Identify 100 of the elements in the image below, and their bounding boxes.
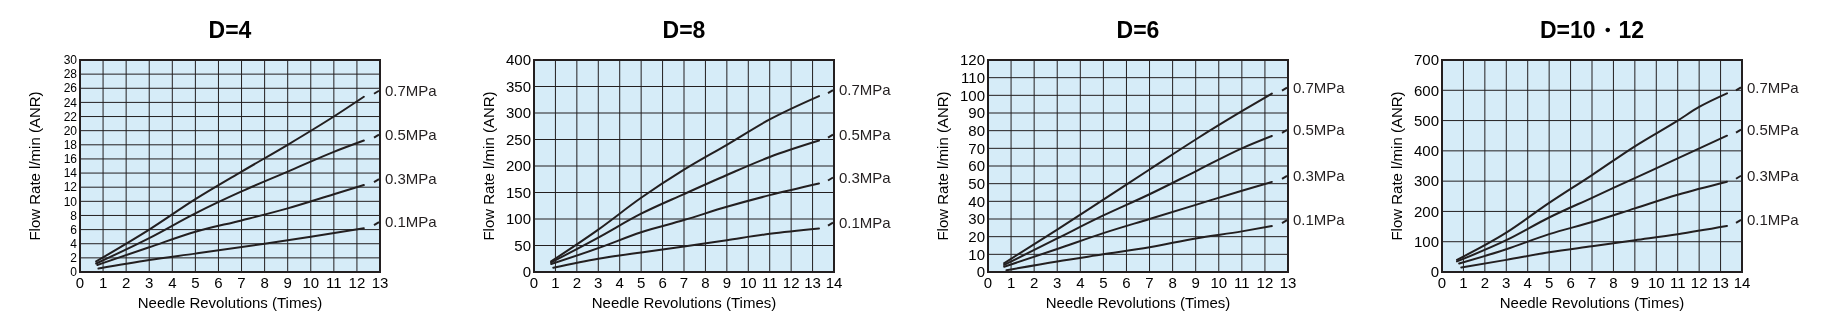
x-tick-label: 9 (283, 274, 292, 291)
y-tick-label: 200 (505, 157, 531, 175)
x-tick-label: 13 (371, 274, 389, 291)
y-tick-label: 10 (63, 194, 78, 209)
x-tick-label: 10 (1210, 274, 1228, 291)
x-tick-label: 3 (145, 274, 154, 291)
y-tick-label: 400 (1413, 142, 1439, 160)
x-tick-label: 7 (237, 274, 246, 291)
x-tick-label: 4 (1076, 274, 1085, 291)
x-tick-label: 6 (658, 274, 667, 291)
y-tick-label: 2 (70, 251, 78, 266)
x-tick-label: 1 (551, 274, 560, 291)
y-tick-label: 50 (968, 174, 985, 192)
x-tick-label: 4 (615, 274, 624, 291)
y-axis-title: Flow Rate l/min (ANR) (1388, 91, 1405, 241)
x-tick-label: 6 (214, 274, 223, 291)
x-tick-label: 10 (1647, 274, 1665, 291)
legend-label: 0.1MPa (839, 213, 892, 231)
y-tick-label: 22 (63, 109, 78, 124)
x-tick-label: 12 (348, 274, 366, 291)
y-tick-label: 18 (63, 138, 78, 152)
legend-label: 0.5MPa (839, 125, 892, 143)
chart-title: D=8 (662, 17, 706, 43)
x-tick-label: 13 (804, 274, 821, 291)
y-tick-label: 110 (961, 68, 985, 86)
legend-label: 0.1MPa (1293, 211, 1346, 229)
y-tick-label: 600 (1413, 81, 1439, 99)
x-tick-label: 1 (98, 274, 108, 291)
chart-title: D=4 (208, 17, 252, 43)
legend-label: 0.5MPa (1293, 121, 1346, 139)
legend-label: 0.3MPa (1747, 167, 1800, 184)
x-tick-label: 11 (1234, 274, 1250, 291)
y-tick-label: 500 (1413, 111, 1439, 129)
x-axis-title: Needle Revolutions (Times) (1045, 294, 1231, 311)
x-tick-label: 8 (260, 274, 269, 291)
y-tick-label: 70 (968, 139, 985, 157)
x-tick-label: 11 (1669, 274, 1686, 291)
y-tick-label: 12 (63, 180, 78, 195)
y-tick-label: 14 (63, 166, 78, 181)
y-axis-title: Flow Rate l/min (ANR) (26, 91, 43, 241)
x-tick-label: 11 (326, 274, 342, 291)
x-tick-label: 12 (1690, 274, 1708, 291)
y-tick-label: 120 (959, 51, 985, 69)
x-tick-label: 4 (1523, 274, 1532, 291)
y-tick-label: 20 (968, 227, 985, 245)
x-tick-label: 14 (825, 274, 843, 291)
x-axis-title: Needle Revolutions (Times) (591, 294, 777, 311)
x-axis-title: Needle Revolutions (Times) (1499, 294, 1685, 311)
legend-label: 0.3MPa (1293, 167, 1346, 185)
legend-label: 0.7MPa (1293, 78, 1346, 96)
legend-label: 0.1MPa (1747, 211, 1800, 229)
y-tick-label: 80 (968, 121, 985, 139)
x-tick-label: 3 (1502, 274, 1511, 291)
x-tick-label: 12 (782, 274, 800, 291)
y-tick-label: 4 (70, 236, 78, 251)
x-tick-label: 5 (636, 274, 646, 291)
x-tick-label: 3 (1053, 274, 1062, 291)
x-tick-label: 9 (1191, 274, 1200, 291)
x-tick-label: 10 (739, 274, 757, 291)
y-tick-label: 100 (505, 210, 531, 228)
y-tick-label: 300 (505, 104, 531, 122)
x-tick-label: 9 (722, 274, 732, 291)
y-tick-label: 28 (63, 67, 78, 82)
y-tick-label: 100 (1413, 232, 1439, 250)
x-tick-label: 5 (1544, 274, 1554, 291)
chart-title: D=10・12 (1539, 17, 1645, 43)
y-tick-label: 40 (968, 192, 985, 210)
x-tick-label: 12 (1256, 274, 1274, 291)
legend-label: 0.3MPa (385, 170, 438, 188)
legend-label: 0.3MPa (839, 168, 892, 186)
legend-label: 0.7MPa (1747, 78, 1800, 96)
y-tick-label: 30 (968, 210, 985, 228)
x-tick-label: 4 (168, 274, 177, 291)
x-tick-label: 10 (302, 274, 320, 291)
x-tick-label: 2 (1480, 274, 1490, 291)
x-tick-label: 8 (1609, 274, 1618, 291)
y-tick-label: 6 (70, 222, 78, 237)
y-tick-label: 90 (968, 104, 985, 122)
y-tick-label: 20 (63, 123, 78, 138)
y-axis-title: Flow Rate l/min (ANR) (934, 91, 951, 241)
y-tick-label: 24 (63, 95, 78, 110)
y-axis-title: Flow Rate l/min (ANR) (480, 91, 497, 241)
x-tick-label: 5 (1099, 274, 1108, 291)
y-tick-label: 150 (505, 183, 531, 201)
y-tick-label: 60 (968, 157, 985, 175)
legend-label: 0.7MPa (839, 81, 892, 99)
x-tick-label: 8 (1168, 274, 1177, 291)
legend-label: 0.5MPa (1747, 120, 1800, 138)
x-tick-label: 7 (679, 274, 689, 291)
x-tick-label: 7 (1145, 274, 1154, 291)
x-tick-label: 2 (121, 274, 131, 291)
y-tick-label: 50 (514, 236, 531, 254)
x-tick-label: 11 (761, 274, 778, 291)
y-tick-label: 30 (63, 53, 78, 68)
y-tick-label: 700 (1413, 51, 1439, 69)
x-axis-title: Needle Revolutions (Times) (137, 294, 323, 311)
y-tick-label: 26 (63, 81, 78, 96)
y-tick-label: 200 (1413, 202, 1439, 220)
x-tick-label: 9 (1630, 274, 1640, 291)
x-tick-label: 2 (572, 274, 582, 291)
